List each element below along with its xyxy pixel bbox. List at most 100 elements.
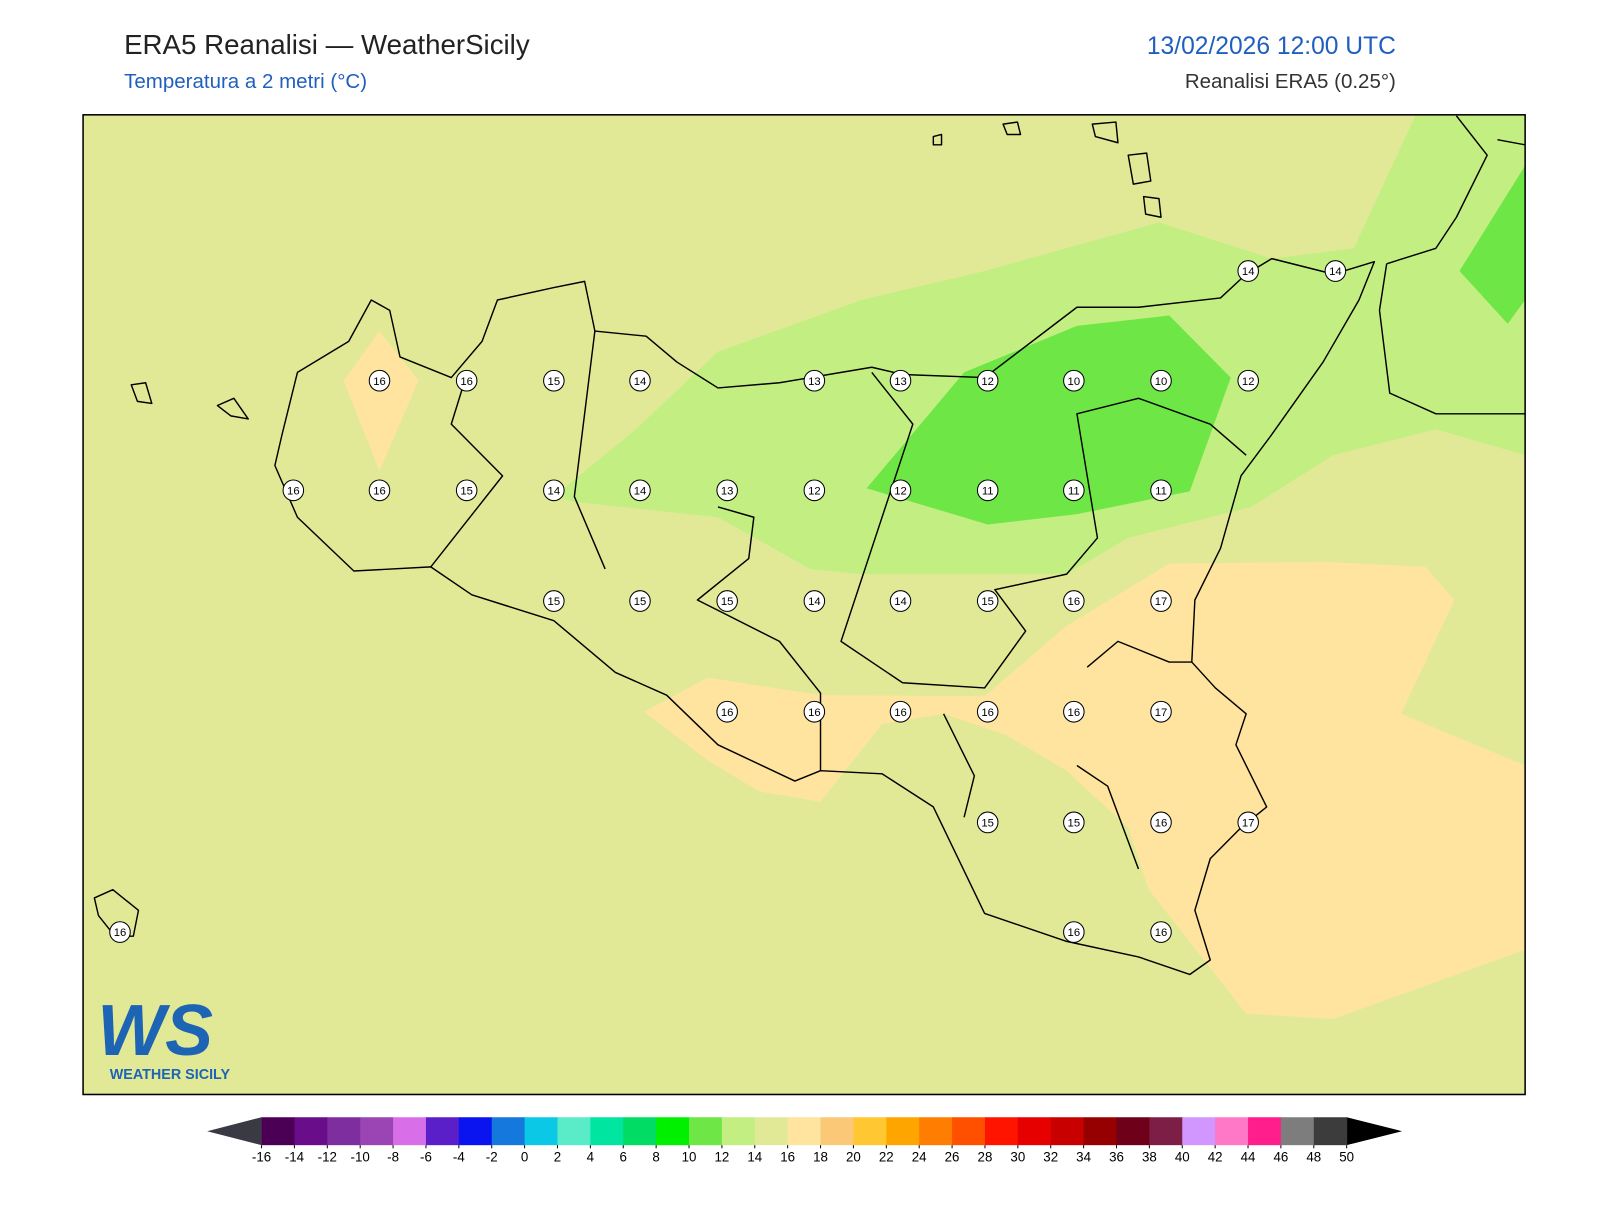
colorbar-swatch [787, 1117, 822, 1146]
colorbar-swatch [294, 1117, 328, 1146]
station-label: 16 [1068, 596, 1081, 608]
colorbar-tick-label: 24 [912, 1150, 927, 1165]
station-marker [976, 700, 999, 723]
station-marker [368, 479, 391, 502]
colorbar-tick-label: 20 [846, 1150, 861, 1165]
station-marker [1150, 479, 1172, 502]
station-label: 12 [1242, 376, 1255, 388]
station-marker [455, 479, 478, 502]
station-label: 14 [634, 485, 647, 497]
station-marker [889, 369, 912, 392]
station-label: 10 [1155, 376, 1168, 388]
colorbar-over [1346, 1117, 1403, 1146]
station-marker [976, 479, 999, 502]
colorbar-tick-label: 32 [1043, 1150, 1058, 1165]
colorbar-tick-label: -12 [318, 1150, 337, 1165]
station-label: 14 [1329, 266, 1342, 278]
station-marker [976, 811, 999, 834]
field-10-12 [866, 315, 1231, 525]
station-marker [629, 369, 651, 392]
colorbar-tick-label: 38 [1142, 1150, 1157, 1165]
station-label: 16 [1155, 927, 1168, 939]
colorbar-swatch [491, 1117, 526, 1146]
colorbar-swatch [261, 1117, 295, 1146]
province-borders [430, 330, 1247, 870]
colorbar-under [207, 1117, 262, 1146]
station-label: 16 [287, 485, 300, 497]
station-marker [1063, 921, 1085, 943]
colorbar-swatch [689, 1117, 723, 1146]
station-marker [1063, 590, 1085, 612]
colorbar: -16 -14 -12 -10 -8 -6 -4 -2 0 2 4 6 8 10 12 14 16 18 20 22 2… [207, 1117, 1403, 1165]
station-marker [455, 369, 478, 392]
colorbar-tick-label: 12 [714, 1150, 729, 1165]
station-marker [889, 590, 912, 612]
station-marker [368, 369, 391, 392]
station-label: 15 [1068, 818, 1081, 830]
station-marker [543, 369, 565, 392]
islands [93, 121, 1162, 937]
colorbar-tick-label: -10 [351, 1150, 370, 1165]
station-label: 15 [548, 376, 561, 388]
station-marker [282, 479, 305, 502]
station-label: 13 [894, 376, 907, 388]
field-16-18 [644, 561, 1526, 1019]
station-label: 15 [460, 485, 473, 497]
station-marker [1063, 369, 1085, 392]
station-marker [803, 479, 826, 502]
colorbar-tick-label: 2 [554, 1150, 561, 1165]
map-frame [82, 114, 1526, 1096]
station-marker [1063, 700, 1085, 723]
station-marker [1063, 479, 1085, 502]
station-label: 16 [894, 707, 907, 719]
station-label: 16 [721, 707, 734, 719]
station-label: 12 [981, 376, 994, 388]
colorbar-tick-label: 44 [1241, 1150, 1256, 1165]
colorbar-swatch [1313, 1117, 1348, 1146]
station-marker [803, 590, 826, 612]
colorbar-tick-label: 40 [1175, 1150, 1190, 1165]
station-marker [1063, 811, 1085, 834]
colorbar-swatch [524, 1117, 558, 1146]
colorbar-swatch [886, 1117, 920, 1146]
title: ERA5 Reanalisi — WeatherSicily [124, 29, 530, 60]
colorbar-tick-label: 28 [978, 1150, 993, 1165]
colorbar-tick-label: 30 [1010, 1150, 1025, 1165]
map-area: 14 14 16 16 15 14 13 13 12 10 10 12 16 16 15 14 14 13 12 12… [82, 114, 1526, 1096]
station-label: 14 [1242, 266, 1255, 278]
colorbar-swatch [557, 1117, 591, 1146]
station-label: 14 [548, 485, 561, 497]
station-label: 14 [894, 596, 907, 608]
logo-name: WEATHER SICILY [110, 1067, 231, 1083]
station-marker [716, 590, 738, 612]
colorbar-swatch [1248, 1117, 1282, 1146]
colorbar-tick-label: -6 [420, 1150, 432, 1165]
station-label: 16 [373, 376, 386, 388]
colorbar-swatch [1280, 1117, 1315, 1146]
colorbar-tick-label: -8 [387, 1150, 399, 1165]
station-marker [109, 921, 131, 943]
station-marker [1237, 369, 1259, 392]
station-marker [543, 479, 565, 502]
colorbar-swatch [1182, 1117, 1216, 1146]
station-label: 12 [894, 485, 907, 497]
source: Reanalisi ERA5 (0.25°) [1185, 70, 1396, 93]
colorbar-tick-label: 22 [879, 1150, 894, 1165]
colorbar-tick-label: 42 [1208, 1150, 1223, 1165]
station-label: 11 [982, 485, 994, 497]
station-label: 16 [460, 376, 473, 388]
field-10-12 [1459, 165, 1526, 324]
colorbar-swatch [1050, 1117, 1085, 1146]
station-marker [889, 700, 912, 723]
station-label: 16 [1068, 927, 1081, 939]
colorbar-swatch [590, 1117, 624, 1146]
logo: WS WEATHER SICILY [97, 991, 230, 1083]
colorbar-tick-label: 26 [945, 1150, 960, 1165]
station-marker [543, 590, 565, 612]
station-label: 16 [373, 485, 386, 497]
colorbar-tick-label: 46 [1273, 1150, 1288, 1165]
station-label: 13 [721, 485, 734, 497]
station-label: 16 [1155, 818, 1168, 830]
colorbar-swatch [1215, 1117, 1249, 1146]
